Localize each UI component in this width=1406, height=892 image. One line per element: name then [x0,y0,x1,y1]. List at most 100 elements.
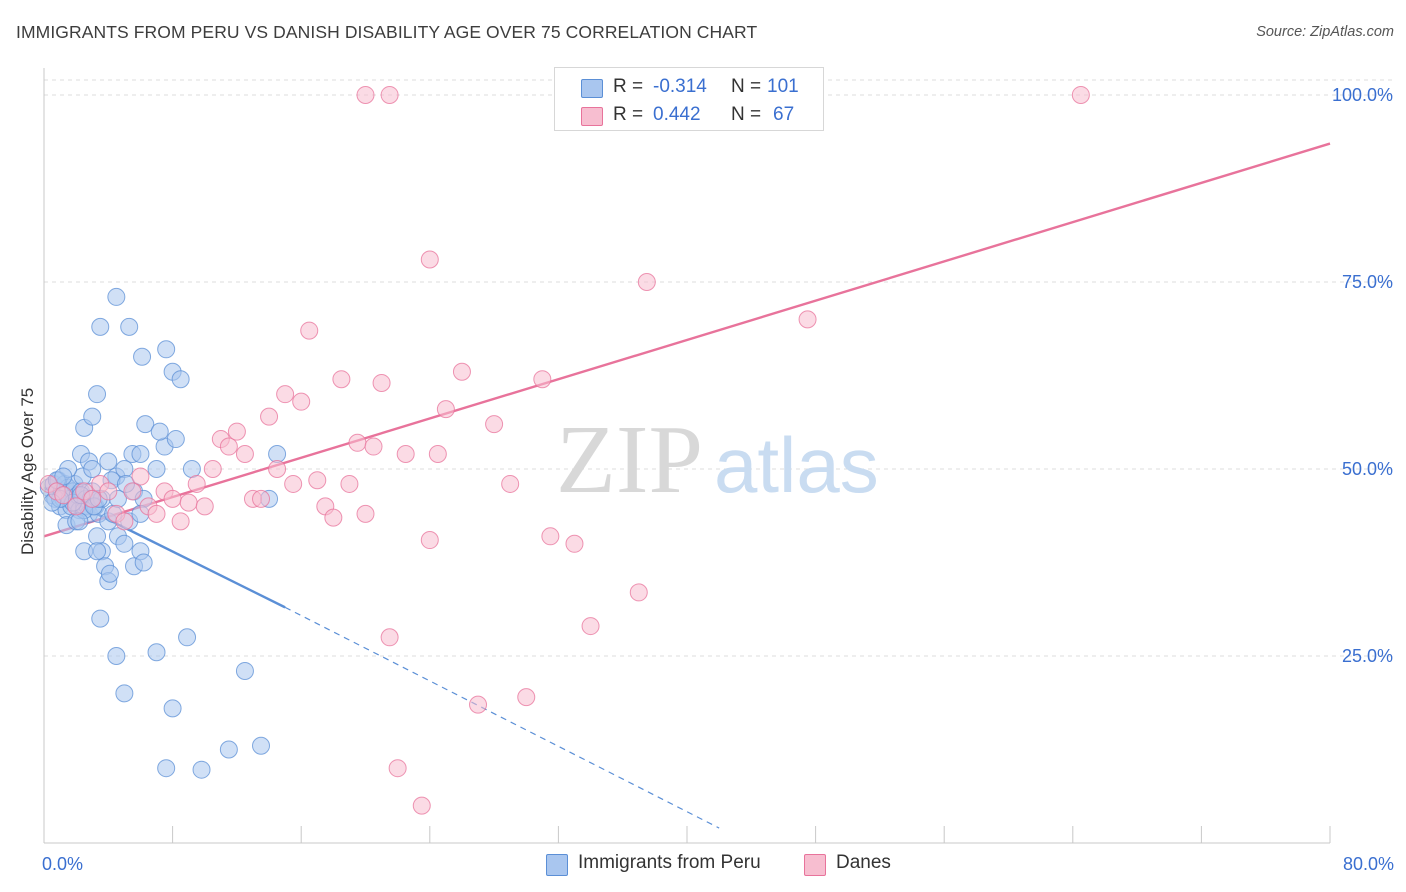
point-peru [171,370,190,389]
y-axis-label: Disability Age Over 75 [18,387,37,555]
point-peru [166,430,185,449]
point-danes [428,445,447,464]
point-danes [364,437,383,456]
point-danes [332,370,351,389]
point-danes [115,512,134,531]
point-peru [115,534,134,553]
point-peru [150,422,169,441]
watermark: ZIP atlas [556,406,879,514]
point-danes [235,445,254,464]
stats-row-danes: R = 0.442 N = 67 [555,100,823,130]
r-label: R = [613,76,644,97]
point-peru [83,459,102,478]
point-peru [134,553,153,572]
r-label: R = [613,104,644,125]
axes: 25.0% 50.0% 75.0% 100.0% 0.0% 80.0% [42,68,1394,874]
danes-swatch-icon [581,107,603,126]
point-danes [420,531,439,550]
peru-swatch-icon [581,79,603,98]
point-danes [227,422,246,441]
point-danes [195,497,214,516]
point-danes [268,459,287,478]
point-peru [88,527,107,546]
y-tick-label: 75.0% [1342,272,1393,292]
point-danes [54,486,73,505]
point-peru [252,736,271,755]
point-danes [300,321,319,340]
point-peru [88,385,107,404]
trend-line-danes [43,142,1331,538]
point-danes [581,617,600,636]
stats-row-peru: R = -0.314 N = 101 [555,72,823,102]
point-danes [380,628,399,647]
r-value: -0.314 [653,76,707,97]
point-peru [133,347,152,366]
point-peru [91,609,110,628]
point-danes [380,85,399,104]
point-peru [147,643,166,662]
point-danes [412,796,431,815]
point-danes [517,688,536,707]
point-peru [120,317,139,336]
point-danes [485,415,504,434]
stats-legend: R = -0.314 N = 101 R = 0.442 N = 67 [554,67,824,131]
point-danes [356,85,375,104]
point-danes [541,527,560,546]
point-danes [637,272,656,291]
n-label: N = [731,76,762,97]
point-danes [308,471,327,490]
trend-line-peru-dashed [284,606,720,829]
x-tick-label: 0.0% [42,854,83,874]
source-label: Source: ZipAtlas.com [1256,24,1394,40]
point-peru [219,740,238,759]
point-danes [187,474,206,493]
point-peru [136,415,155,434]
point-danes [219,437,238,456]
point-danes [179,493,198,512]
point-peru [235,661,254,680]
legend-label-peru: Immigrants from Peru [578,852,761,873]
point-peru [157,340,176,359]
point-peru [268,445,287,464]
point-danes [396,445,415,464]
watermark-atlas: atlas [714,421,879,509]
peru-legend-icon [546,854,568,876]
point-danes [348,433,367,452]
point-danes [420,250,439,269]
y-tick-label: 25.0% [1342,646,1393,666]
point-peru [107,287,126,306]
point-danes [388,759,407,778]
point-peru [91,317,110,336]
point-peru [157,759,176,778]
point-danes [252,489,271,508]
point-danes [798,310,817,329]
point-danes [123,482,142,501]
point-danes [163,489,182,508]
point-peru [147,459,166,478]
point-peru [182,459,201,478]
point-danes [284,474,303,493]
grid-lines [44,79,1392,657]
n-value: 67 [773,104,795,125]
point-danes [131,467,150,486]
point-peru [178,628,197,647]
point-danes [276,385,295,404]
point-danes [1071,85,1090,104]
chart-title: IMMIGRANTS FROM PERU VS DANISH DISABILIT… [16,22,758,42]
point-peru [115,684,134,703]
point-danes [629,583,648,602]
point-peru [192,760,211,779]
point-danes [260,407,279,426]
y-tick-label: 50.0% [1342,459,1393,479]
point-danes [171,512,190,531]
watermark-zip: ZIP [556,406,703,514]
n-value: 101 [767,76,799,97]
point-peru [83,407,102,426]
y-tick-label: 100.0% [1332,85,1393,105]
danes-legend-icon [804,854,826,876]
n-label: N = [731,104,762,125]
point-peru [70,512,89,531]
x-tick-label: 80.0% [1343,854,1394,874]
point-danes [67,497,86,516]
